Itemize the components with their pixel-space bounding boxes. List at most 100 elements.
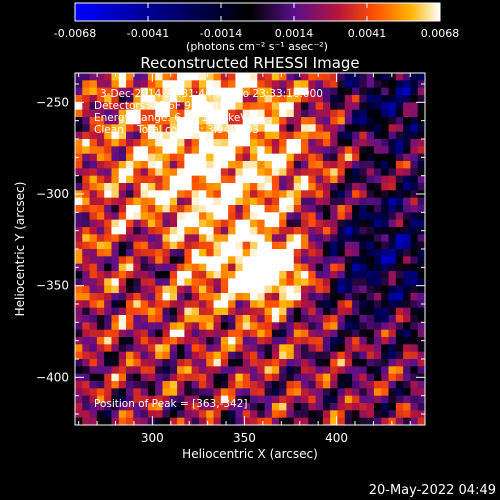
heatmap-cell xyxy=(82,124,90,133)
heatmap-cell xyxy=(395,278,404,287)
heatmap-cell xyxy=(162,168,171,177)
heatmap-cell xyxy=(352,271,360,279)
heatmap-cell xyxy=(395,80,404,89)
heatmap-cell xyxy=(184,329,193,338)
heatmap-cell xyxy=(191,344,200,353)
heatmap-cell xyxy=(410,256,419,265)
heatmap-cell xyxy=(337,153,346,162)
heatmap-cell xyxy=(220,219,229,228)
heatmap-cell xyxy=(293,410,302,419)
heatmap-cell xyxy=(344,315,353,323)
heatmap-cell xyxy=(184,300,193,309)
heatmap-cell xyxy=(301,102,309,111)
heatmap-cell xyxy=(242,373,251,382)
heatmap-cell xyxy=(388,146,397,155)
heatmap-cell xyxy=(140,153,149,162)
heatmap-cell xyxy=(147,329,156,338)
heatmap-cell xyxy=(395,124,404,133)
heatmap-cell xyxy=(206,381,214,389)
heatmap-cell xyxy=(235,329,244,338)
heatmap-cell xyxy=(177,337,185,345)
heatmap-cell xyxy=(242,117,251,125)
heatmap-cell xyxy=(257,285,265,294)
heatmap-cell xyxy=(352,183,360,191)
heatmap-cell xyxy=(337,205,346,213)
heatmap-cell xyxy=(235,227,244,235)
heatmap-cell xyxy=(111,183,120,191)
heatmap-cell xyxy=(279,117,287,125)
heatmap-cell xyxy=(366,168,375,177)
heatmap-cell xyxy=(250,212,258,221)
heatmap-cell xyxy=(147,227,156,235)
heatmap-cell xyxy=(228,146,236,155)
heatmap-cell xyxy=(344,417,353,425)
heatmap-cell xyxy=(213,109,222,118)
heatmap-cell xyxy=(257,124,265,133)
heatmap-cell xyxy=(242,190,251,199)
heatmap-cell xyxy=(381,109,389,118)
heatmap-cell xyxy=(169,285,178,294)
heatmap-cell xyxy=(140,146,149,155)
heatmap-cell xyxy=(286,102,295,111)
heatmap-cell xyxy=(257,241,265,250)
heatmap-cell xyxy=(359,249,368,257)
heatmap-cell xyxy=(410,219,419,228)
heatmap-cell xyxy=(75,183,83,191)
heatmap-cell xyxy=(388,329,397,338)
heatmap-cell xyxy=(315,344,324,353)
heatmap-cell xyxy=(118,337,127,345)
heatmap-cell xyxy=(96,278,105,287)
heatmap-cell xyxy=(104,300,112,309)
heatmap-cell xyxy=(242,315,251,323)
heatmap-cell xyxy=(147,278,156,287)
heatmap-cell xyxy=(366,388,375,397)
heatmap-cell xyxy=(111,307,120,316)
heatmap-cell xyxy=(315,271,324,279)
heatmap-cell xyxy=(89,168,98,177)
heatmap-cell xyxy=(388,263,397,272)
heatmap-cell xyxy=(75,219,83,228)
heatmap-cell xyxy=(330,205,338,213)
heatmap-cell xyxy=(169,337,178,345)
heatmap-cell xyxy=(330,329,338,338)
heatmap-cell xyxy=(96,175,105,184)
heatmap-cell xyxy=(82,109,90,118)
heatmap-cell xyxy=(308,161,317,169)
heatmap-cell xyxy=(169,351,178,360)
heatmap-cell xyxy=(111,241,120,250)
heatmap-cell xyxy=(322,131,331,140)
heatmap-cell xyxy=(337,161,346,169)
heatmap-cell xyxy=(228,168,236,177)
heatmap-cell xyxy=(147,219,156,228)
heatmap-cell xyxy=(126,285,134,294)
heatmap-cell xyxy=(126,190,134,199)
heatmap-cell xyxy=(198,146,207,155)
heatmap-cell xyxy=(191,146,200,155)
heatmap-cell xyxy=(359,278,368,287)
heatmap-cell xyxy=(381,227,389,235)
heatmap-cell xyxy=(293,344,302,353)
heatmap-cell xyxy=(388,256,397,265)
heatmap-cell xyxy=(96,95,105,103)
heatmap-cell xyxy=(213,197,222,206)
heatmap-cell xyxy=(250,315,258,323)
heatmap-cell xyxy=(140,234,149,243)
heatmap-cell xyxy=(213,366,222,375)
heatmap-cell xyxy=(118,219,127,228)
heatmap-cell xyxy=(322,271,331,279)
heatmap-cell xyxy=(271,381,280,389)
heatmap-cell xyxy=(89,373,98,382)
heatmap-cell xyxy=(111,131,120,140)
heatmap-cell xyxy=(373,175,382,184)
heatmap-cell xyxy=(228,80,236,89)
heatmap-cell xyxy=(235,146,244,155)
heatmap-cell xyxy=(366,307,375,316)
heatmap-cell xyxy=(381,366,389,375)
heatmap-cell xyxy=(388,388,397,397)
heatmap-cell xyxy=(155,146,163,155)
heatmap-cell xyxy=(417,131,425,140)
heatmap-cell xyxy=(82,388,90,397)
heatmap-cell xyxy=(111,234,120,243)
heatmap-cell xyxy=(271,307,280,316)
heatmap-cell xyxy=(228,351,236,360)
